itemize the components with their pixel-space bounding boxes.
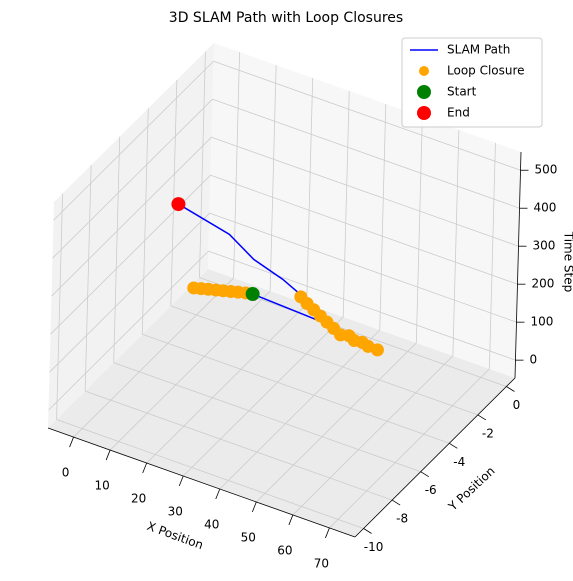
point [171, 197, 186, 212]
z-tick-label: 200 [531, 277, 554, 291]
grid-line [142, 333, 450, 444]
grid-line [109, 290, 271, 451]
grid-line [52, 98, 213, 259]
grid-line [53, 60, 214, 221]
z-axis-line [514, 151, 522, 379]
grid-line [256, 342, 417, 503]
grid-line [182, 316, 344, 477]
y-tick-label: -10 [364, 540, 384, 554]
legend-marker [419, 66, 429, 76]
y-tick [363, 528, 372, 534]
grid-line [292, 355, 454, 516]
legend-label: Loop Closure [447, 64, 525, 78]
grid-line [209, 212, 517, 323]
x-tick-label: 10 [94, 479, 109, 493]
z-tick-label: 400 [534, 201, 557, 215]
grid-line [170, 305, 478, 416]
grid-line [49, 212, 210, 373]
grid-line [146, 303, 307, 464]
grid-line [306, 78, 314, 305]
grid-line [56, 419, 364, 529]
x-tick [251, 501, 257, 513]
z-tick-label: 100 [530, 315, 553, 329]
y-tick [477, 414, 487, 421]
x-tick [215, 488, 221, 500]
grid-line [84, 165, 92, 392]
grid-line [48, 250, 209, 411]
legend-box [401, 37, 543, 128]
point [245, 287, 260, 302]
grid-line [73, 277, 234, 438]
grid-line [212, 98, 520, 209]
y-tick-label: -8 [396, 512, 408, 526]
grid-line [211, 136, 519, 247]
x-tick-label: 60 [277, 543, 292, 557]
grid-line [51, 136, 212, 297]
grid-line [489, 142, 496, 369]
grid-line [113, 362, 421, 473]
x-tick-label: 40 [204, 517, 219, 531]
legend-label: SLAM Path [447, 43, 510, 57]
point [370, 343, 384, 357]
floor-pane [48, 269, 515, 537]
x-tick-label: 50 [241, 530, 256, 544]
x-tick [325, 527, 330, 539]
grid-line [56, 193, 63, 420]
y-tick [506, 386, 515, 392]
grid-line [415, 116, 423, 343]
grid-line [213, 60, 521, 171]
legend-label: Start [447, 85, 477, 99]
grid-line [141, 108, 149, 335]
z-tick-label: 500 [535, 163, 558, 177]
x-tick-label: 30 [168, 505, 183, 519]
grid-line [199, 51, 206, 278]
x-axis-label: X Position [145, 519, 205, 552]
z-tick-label: 300 [532, 239, 555, 253]
x-tick-label: 0 [62, 466, 70, 480]
legend-marker [417, 85, 431, 99]
x-tick [105, 449, 111, 461]
grid-line [113, 136, 121, 363]
grid-line [269, 65, 277, 292]
z-tick-label: 0 [529, 353, 537, 367]
grid-line [329, 368, 490, 529]
y-axis-label: Y Position [445, 464, 498, 514]
panes [48, 43, 521, 537]
y-tick [449, 442, 458, 449]
y-tick-label: 0 [513, 398, 521, 412]
grid-line [210, 174, 518, 285]
y-axis-line [354, 377, 516, 538]
y-tick-label: -2 [482, 426, 494, 440]
x-tick-label: 20 [131, 492, 146, 506]
grid-line [342, 91, 350, 318]
grid-line [170, 79, 178, 306]
x-axis-line [47, 427, 356, 538]
y-tick [391, 499, 401, 506]
y-tick-label: -4 [453, 455, 465, 469]
legend-label: End [447, 106, 470, 120]
grid-line [208, 250, 516, 361]
x-tick [69, 436, 74, 448]
grid-line [379, 103, 387, 330]
grid-line [85, 390, 393, 501]
chart-title: 3D SLAM Path with Loop Closures [169, 10, 403, 26]
grid-line [219, 329, 381, 490]
x-tick [142, 462, 148, 474]
grid-line [452, 129, 460, 356]
x-tick [288, 514, 294, 526]
x-tick-label: 70 [314, 556, 329, 570]
z-axis-label: Time Step [562, 231, 573, 293]
y-tick-label: -6 [425, 483, 437, 497]
y-tick [420, 471, 429, 478]
x-tick [178, 475, 184, 487]
legend-marker [417, 106, 431, 120]
